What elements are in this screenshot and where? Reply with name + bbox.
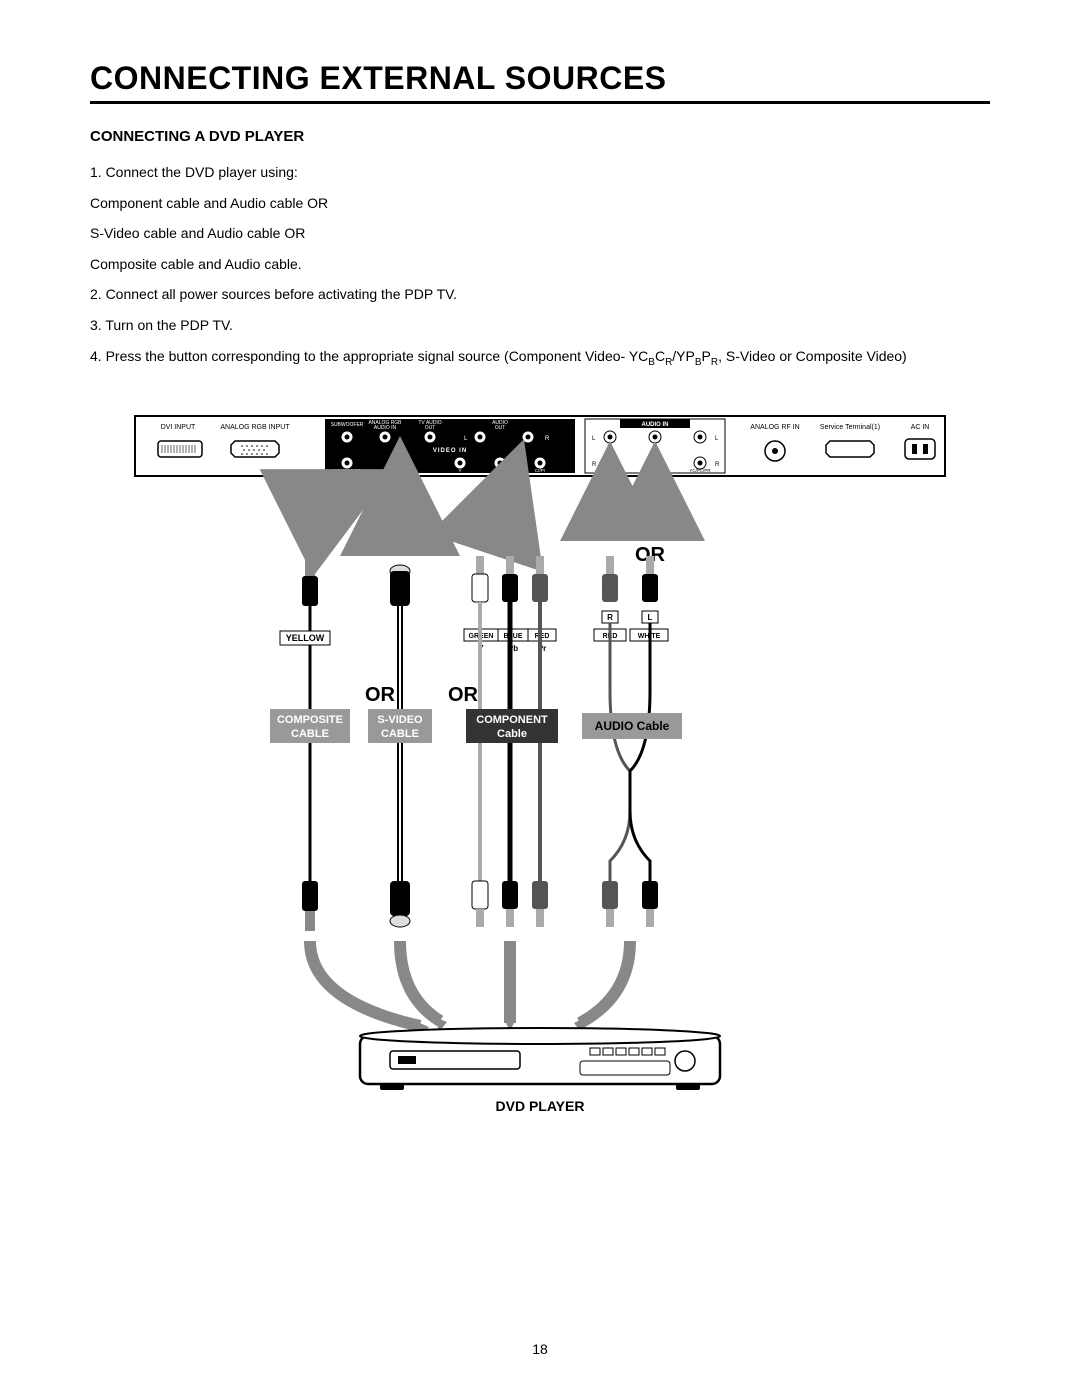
svg-text:S-VIDEO: S-VIDEO	[377, 714, 423, 726]
svg-text:CABLE: CABLE	[381, 728, 419, 740]
svg-text:Cable: Cable	[497, 728, 527, 740]
svg-text:ANALOG RGB INPUT: ANALOG RGB INPUT	[220, 424, 290, 431]
bottom-arrows	[310, 941, 630, 1026]
page-number: 18	[0, 1341, 1080, 1357]
instruction-line: 3. Turn on the PDP TV.	[90, 312, 990, 339]
svg-text:AUDIO IN: AUDIO IN	[642, 422, 669, 428]
svg-text:R: R	[607, 613, 613, 622]
instruction-line: Composite cable and Audio cable.	[90, 251, 990, 278]
instruction-line: S-Video cable and Audio cable OR	[90, 220, 990, 247]
svg-text:OUT: OUT	[425, 425, 436, 431]
svideo-cable: S-VIDEO CABLE	[368, 565, 432, 927]
svg-text:VIDEO IN: VIDEO IN	[433, 448, 467, 454]
panel-arrows	[310, 491, 655, 541]
svg-text:Y: Y	[458, 468, 461, 473]
svg-text:COMPONENT: COMPONENT	[476, 714, 548, 726]
svg-text:S-VIDEO: S-VIDEO	[391, 468, 410, 473]
or-label: OR	[448, 684, 479, 706]
svg-text:R: R	[715, 462, 720, 468]
instruction-line: Component cable and Audio cable OR	[90, 190, 990, 217]
svg-text:ANALOG RF IN: ANALOG RF IN	[750, 424, 799, 431]
svg-text:COMPOSITE: COMPOSITE	[277, 714, 343, 726]
svg-text:Service Terminal(1): Service Terminal(1)	[820, 424, 880, 431]
dvd-player: DVD PLAYER	[360, 1028, 720, 1114]
svg-text:AUDIO IN: AUDIO IN	[374, 425, 397, 431]
section-subtitle: CONNECTING A DVD PLAYER	[90, 128, 990, 145]
svg-text:BLUE: BLUE	[503, 633, 522, 640]
svg-text:L: L	[648, 613, 653, 622]
component-cable: GREEN BLUE RED Y Pb Pr COMPONENT Cable	[464, 556, 558, 927]
instruction-line: 2. Connect all power sources before acti…	[90, 281, 990, 308]
svg-text:CABLE: CABLE	[291, 728, 329, 740]
svg-text:AUDIO Cable: AUDIO Cable	[595, 719, 670, 733]
svg-text:S-VIDEO: S-VIDEO	[646, 468, 665, 473]
instruction-line: 1. Connect the DVD player using:	[90, 159, 990, 186]
svg-text:YELLOW: YELLOW	[286, 633, 325, 643]
svg-text:YC/PC/PR: YC/PC/PR	[689, 468, 711, 473]
audio-cable: R L RED WHITE AUDIO Cable	[582, 556, 682, 927]
svg-text:SUBWOOFER: SUBWOOFER	[331, 422, 364, 428]
connection-diagram: DVI INPUT ANALOG RGB INPUT SUBWOOFER ANA…	[90, 411, 990, 1151]
page-title: CONNECTING EXTERNAL SOURCES	[90, 60, 990, 104]
svg-text:AC IN: AC IN	[911, 424, 930, 431]
instruction-line: 4. Press the button corresponding to the…	[90, 343, 990, 372]
svg-text:COMPOSITE: COMPOSITE	[333, 468, 360, 473]
svg-text:DVI INPUT: DVI INPUT	[161, 424, 196, 431]
svg-text:OUT: OUT	[495, 425, 506, 431]
rear-panel: DVI INPUT ANALOG RGB INPUT SUBWOOFER ANA…	[135, 416, 945, 476]
or-label: OR	[365, 684, 396, 706]
svg-text:COMPOSITE: COMPOSITE	[596, 468, 623, 473]
svg-text:Cb/Pb: Cb/Pb	[494, 468, 507, 473]
svg-text:DVD PLAYER: DVD PLAYER	[496, 1098, 585, 1114]
composite-cable: YELLOW COMPOSITE CABLE	[270, 556, 350, 931]
instructions-block: 1. Connect the DVD player using: Compone…	[90, 159, 990, 371]
svg-text:R: R	[545, 436, 550, 442]
svg-text:Cr/Pr: Cr/Pr	[535, 468, 546, 473]
